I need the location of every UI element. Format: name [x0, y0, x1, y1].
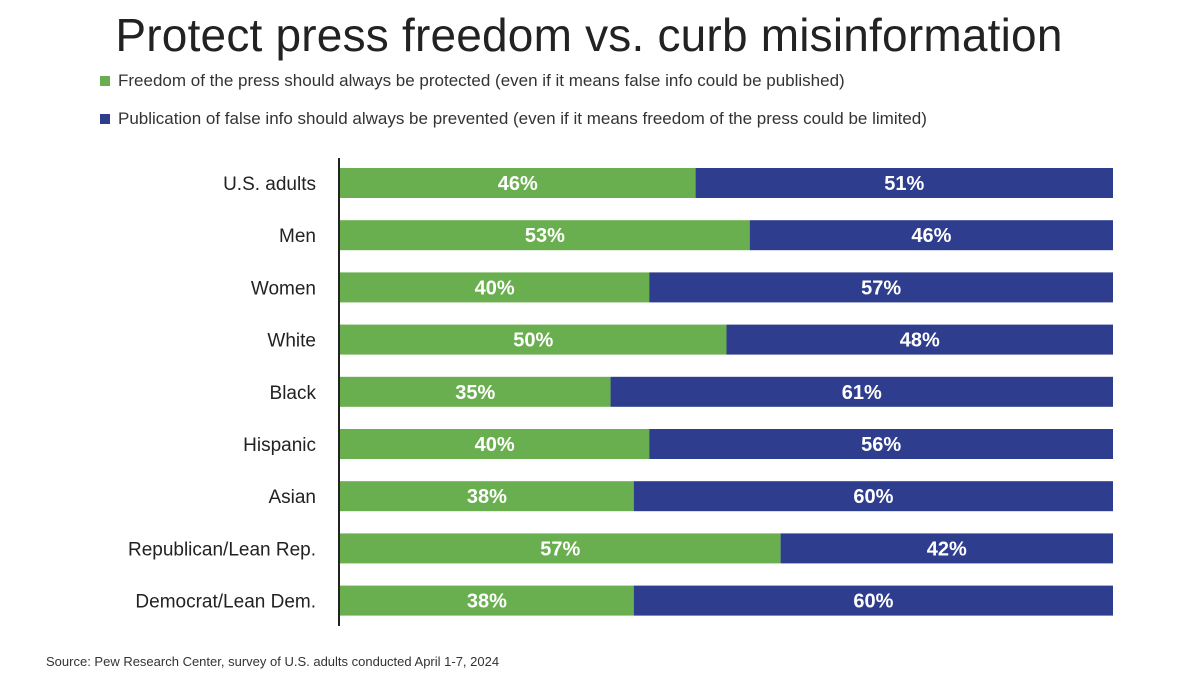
data-label-protect: 38%	[467, 591, 507, 613]
bar-prevent	[695, 168, 1113, 198]
bar-prevent	[649, 272, 1113, 303]
data-label-protect: 35%	[455, 382, 495, 404]
bar-protect	[340, 376, 611, 407]
category-label: Men	[279, 226, 316, 247]
category-label: Democrat/Lean Dem.	[135, 592, 316, 613]
data-label-protect: 40%	[475, 277, 515, 299]
category-label: Republican/Lean Rep.	[128, 539, 316, 560]
source-note: Source: Pew Research Center, survey of U…	[46, 654, 500, 669]
bar-protect	[340, 481, 634, 512]
data-label-protect: 40%	[475, 434, 515, 456]
bar-prevent	[610, 376, 1113, 407]
data-label-prevent: 61%	[842, 382, 882, 404]
category-label: Women	[251, 278, 316, 299]
bar-protect	[340, 533, 781, 564]
bar-protect	[340, 585, 634, 616]
legend-item-protect: Freedom of the press should always be pr…	[100, 71, 845, 91]
category-label: Asian	[268, 487, 316, 508]
data-label-protect: 53%	[525, 225, 565, 247]
bar-prevent	[726, 324, 1113, 355]
category-label: U.S. adults	[223, 174, 316, 195]
data-label-protect: 57%	[540, 538, 580, 560]
data-label-prevent: 56%	[861, 434, 901, 456]
data-label-prevent: 60%	[853, 591, 893, 613]
data-label-protect: 38%	[467, 486, 507, 508]
stacked-bar-chart: 46% 51% U.S. adults 53% 46% Men 40% 57% Women 50%…	[128, 158, 1113, 626]
bar-protect	[340, 220, 750, 251]
bar-prevent	[649, 429, 1113, 459]
category-label: White	[267, 331, 316, 352]
data-label-prevent: 57%	[861, 277, 901, 299]
bar-protect	[340, 429, 650, 459]
legend-swatch-prevent	[100, 114, 110, 124]
bar-prevent	[633, 585, 1113, 616]
data-label-prevent: 46%	[911, 225, 951, 247]
legend-label-protect: Freedom of the press should always be pr…	[118, 71, 845, 90]
legend-swatch-protect	[100, 76, 110, 86]
data-label-prevent: 60%	[853, 486, 893, 508]
data-label-protect: 46%	[498, 173, 538, 195]
category-label: Black	[270, 383, 317, 404]
bar-prevent	[749, 220, 1113, 251]
category-label: Hispanic	[243, 435, 316, 456]
chart-title: Protect press freedom vs. curb misinform…	[115, 9, 1063, 61]
legend-item-prevent: Publication of false info should always …	[100, 109, 927, 129]
data-label-protect: 50%	[513, 330, 553, 352]
bar-protect	[340, 324, 727, 355]
bar-protect	[340, 168, 696, 198]
bar-prevent	[633, 481, 1113, 512]
data-label-prevent: 48%	[900, 330, 940, 352]
bar-prevent	[780, 533, 1113, 564]
data-label-prevent: 42%	[927, 538, 967, 560]
legend-label-prevent: Publication of false info should always …	[118, 109, 927, 128]
data-label-prevent: 51%	[884, 173, 924, 195]
bar-protect	[340, 272, 650, 303]
